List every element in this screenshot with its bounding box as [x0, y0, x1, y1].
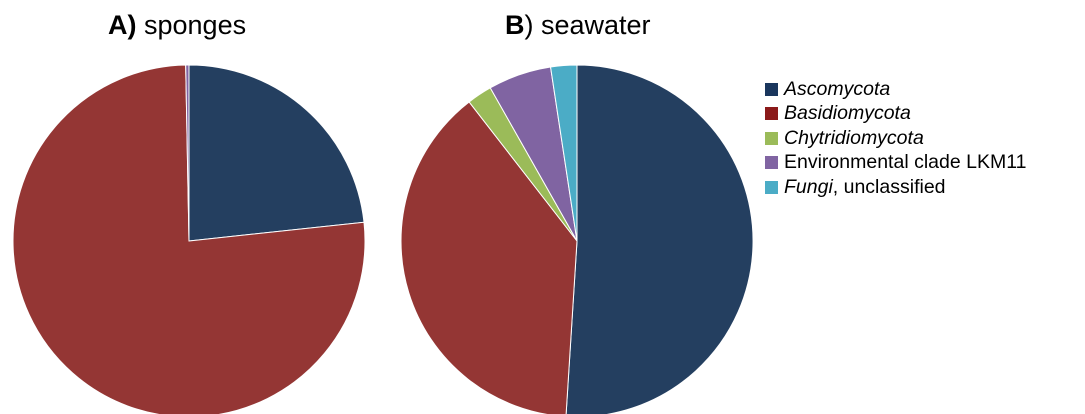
- pie-b-slice-basidiomycota: [400, 101, 578, 414]
- legend-label-fungi: Fungi: [784, 175, 833, 198]
- pie-a-slice-lkm11: [185, 64, 190, 242]
- legend-swatch-chytridiomycota: [765, 131, 778, 145]
- legend-item-chytridiomycota: Chytridiomycota: [765, 126, 1026, 151]
- legend-swatch-fungi-unclassified: [765, 180, 778, 194]
- legend-item-lkm11: Environmental clade LKM11: [765, 151, 1026, 176]
- legend-label-chytridiomycota: Chytridiomycota: [784, 126, 924, 149]
- chart-b-title-letter: B: [505, 10, 525, 40]
- legend-label-basidiomycota: Basidiomycota: [784, 102, 911, 125]
- pie-a-slice-ascomycota: [188, 64, 365, 242]
- chart-a-title-letter: A): [108, 10, 137, 40]
- legend: Ascomycota Basidiomycota Chytridiomycota…: [765, 77, 1026, 200]
- legend-item-ascomycota: Ascomycota: [765, 77, 1026, 102]
- pie-a-slice-basidiomycota: [12, 64, 366, 414]
- legend-swatch-basidiomycota: [765, 107, 778, 121]
- legend-label-lkm11: Environmental clade LKM11: [784, 151, 1027, 174]
- pie-b-slice-fungi-unclassified: [549, 64, 578, 242]
- legend-swatch-lkm11: [765, 156, 778, 170]
- chart-a-title: A) sponges: [108, 10, 246, 41]
- legend-item-basidiomycota: Basidiomycota: [765, 102, 1026, 127]
- chart-b-title: B) seawater: [505, 10, 651, 41]
- chart-a-title-text: sponges: [136, 10, 247, 40]
- pie-b-slice-ascomycota: [565, 64, 754, 414]
- legend-swatch-ascomycota: [765, 82, 778, 96]
- legend-label-unclassified: , unclassified: [832, 175, 946, 198]
- chart-b-title-text: ) seawater: [524, 10, 651, 40]
- legend-item-fungi-unclassified: Fungi, unclassified: [765, 175, 1026, 200]
- legend-label-ascomycota: Ascomycota: [784, 77, 891, 100]
